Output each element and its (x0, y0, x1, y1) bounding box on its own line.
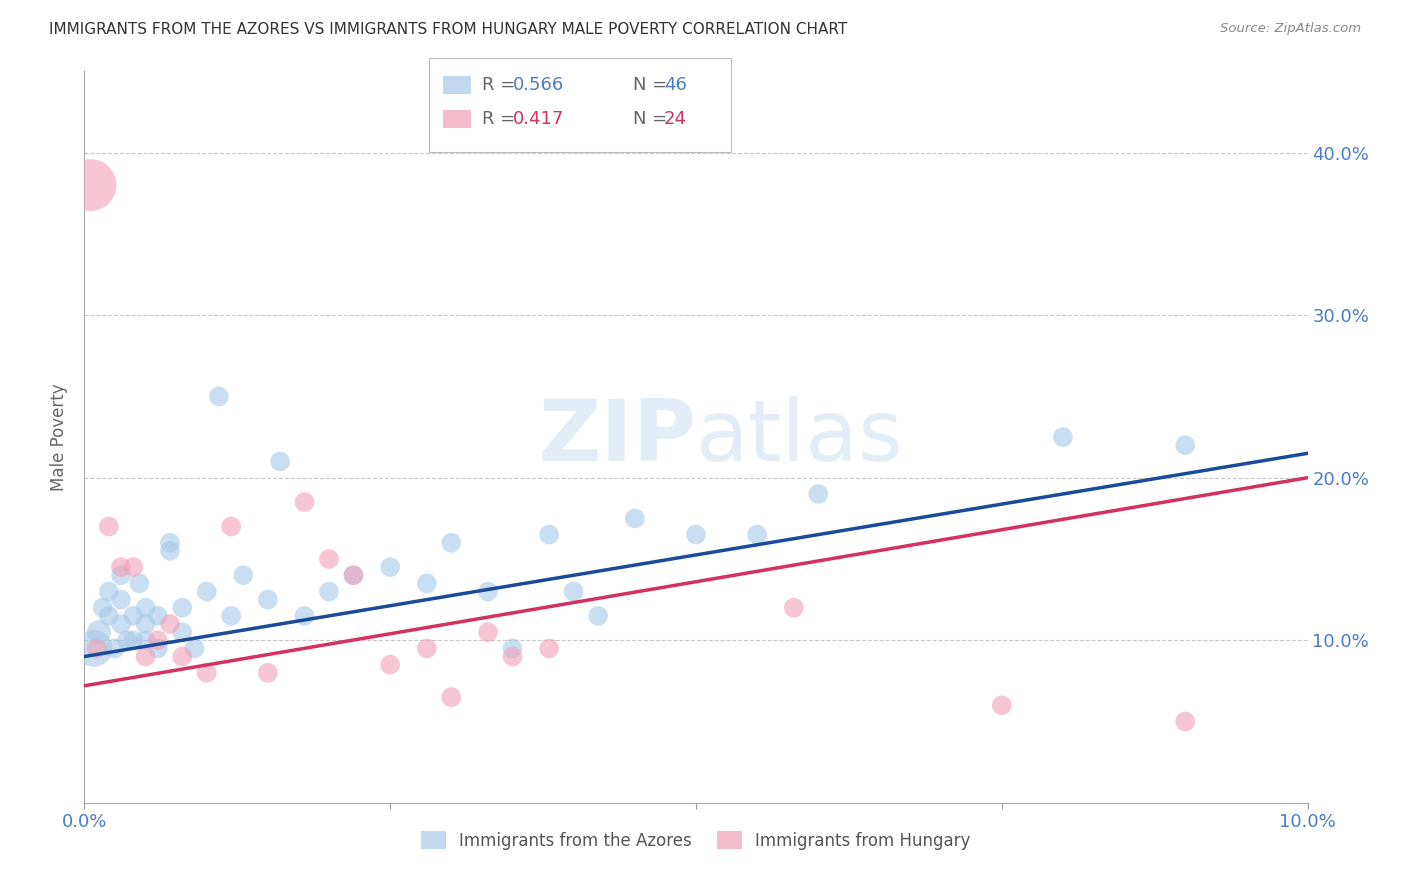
Point (195, 665, 218, 680)
Y-axis label: Male Poverty: Male Poverty (51, 384, 69, 491)
Point (172, 625, 194, 640)
Point (416, 576, 439, 591)
Text: 24: 24 (664, 110, 686, 128)
Point (115, 633, 138, 648)
Point (146, 608, 169, 623)
Point (257, 665, 280, 680)
Text: 0.566: 0.566 (513, 76, 564, 94)
Text: Source: ZipAtlas.com: Source: ZipAtlas.com (1220, 22, 1361, 36)
Point (135, 649, 157, 664)
Point (440, 535, 463, 549)
Point (416, 641, 439, 656)
Point (1052, 430, 1074, 444)
Point (122, 608, 145, 623)
Point (380, 560, 402, 574)
Point (91, 600, 114, 615)
Point (83, 641, 105, 656)
Point (97, 519, 120, 533)
Point (783, 600, 806, 615)
Point (502, 641, 524, 656)
Point (685, 527, 707, 541)
Point (1174, 438, 1197, 452)
Point (146, 641, 169, 656)
Point (195, 584, 218, 599)
Point (538, 527, 561, 541)
Point (135, 633, 157, 648)
Point (502, 649, 524, 664)
Text: N =: N = (633, 110, 672, 128)
Point (159, 535, 181, 549)
Text: ZIP: ZIP (538, 395, 696, 479)
Point (86, 641, 108, 656)
Point (318, 552, 340, 566)
Point (562, 584, 585, 599)
Point (318, 584, 340, 599)
Point (208, 389, 231, 403)
Point (219, 608, 242, 623)
Point (586, 608, 609, 623)
Point (183, 641, 205, 656)
Point (257, 592, 280, 607)
Legend: Immigrants from the Azores, Immigrants from Hungary: Immigrants from the Azores, Immigrants f… (415, 824, 977, 856)
Point (110, 617, 132, 632)
Text: atlas: atlas (696, 395, 904, 479)
Point (159, 617, 181, 632)
Point (135, 617, 157, 632)
Point (440, 690, 463, 705)
Point (97, 584, 120, 599)
Point (135, 600, 157, 615)
Point (87, 625, 110, 640)
Point (269, 454, 291, 468)
Point (219, 519, 242, 533)
Point (110, 560, 132, 574)
Point (122, 633, 145, 648)
Point (477, 584, 499, 599)
Point (110, 592, 132, 607)
Text: 0.417: 0.417 (513, 110, 565, 128)
Text: IMMIGRANTS FROM THE AZORES VS IMMIGRANTS FROM HUNGARY MALE POVERTY CORRELATION C: IMMIGRANTS FROM THE AZORES VS IMMIGRANTS… (49, 22, 848, 37)
Point (159, 544, 181, 558)
Point (991, 698, 1014, 713)
Point (172, 649, 194, 664)
Point (172, 600, 194, 615)
Point (1174, 714, 1197, 729)
Point (104, 641, 127, 656)
Point (294, 495, 316, 509)
Point (624, 511, 647, 525)
Point (538, 641, 561, 656)
Point (110, 568, 132, 582)
Text: R =: R = (482, 76, 527, 94)
Point (294, 608, 316, 623)
Point (807, 487, 830, 501)
Point (79, 178, 101, 193)
Point (146, 633, 169, 648)
Text: R =: R = (482, 110, 527, 128)
Text: N =: N = (633, 76, 672, 94)
Point (342, 568, 364, 582)
Point (380, 657, 402, 672)
Point (477, 625, 499, 640)
Point (122, 560, 145, 574)
Point (232, 568, 254, 582)
Point (747, 527, 769, 541)
Point (342, 568, 364, 582)
Point (128, 576, 150, 591)
Text: 46: 46 (664, 76, 686, 94)
Point (97, 608, 120, 623)
